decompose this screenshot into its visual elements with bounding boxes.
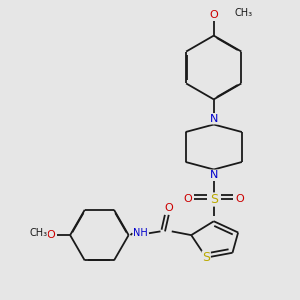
Text: S: S [210,193,218,206]
Text: CH₃: CH₃ [29,228,48,238]
Text: O: O [236,194,244,205]
Text: NH: NH [133,228,148,238]
Text: O: O [183,194,192,205]
Text: O: O [209,10,218,20]
Text: N: N [210,114,218,124]
Text: S: S [202,251,210,264]
Text: O: O [46,230,55,240]
Text: O: O [164,203,173,213]
Text: CH₃: CH₃ [234,8,253,18]
Text: N: N [210,170,218,180]
